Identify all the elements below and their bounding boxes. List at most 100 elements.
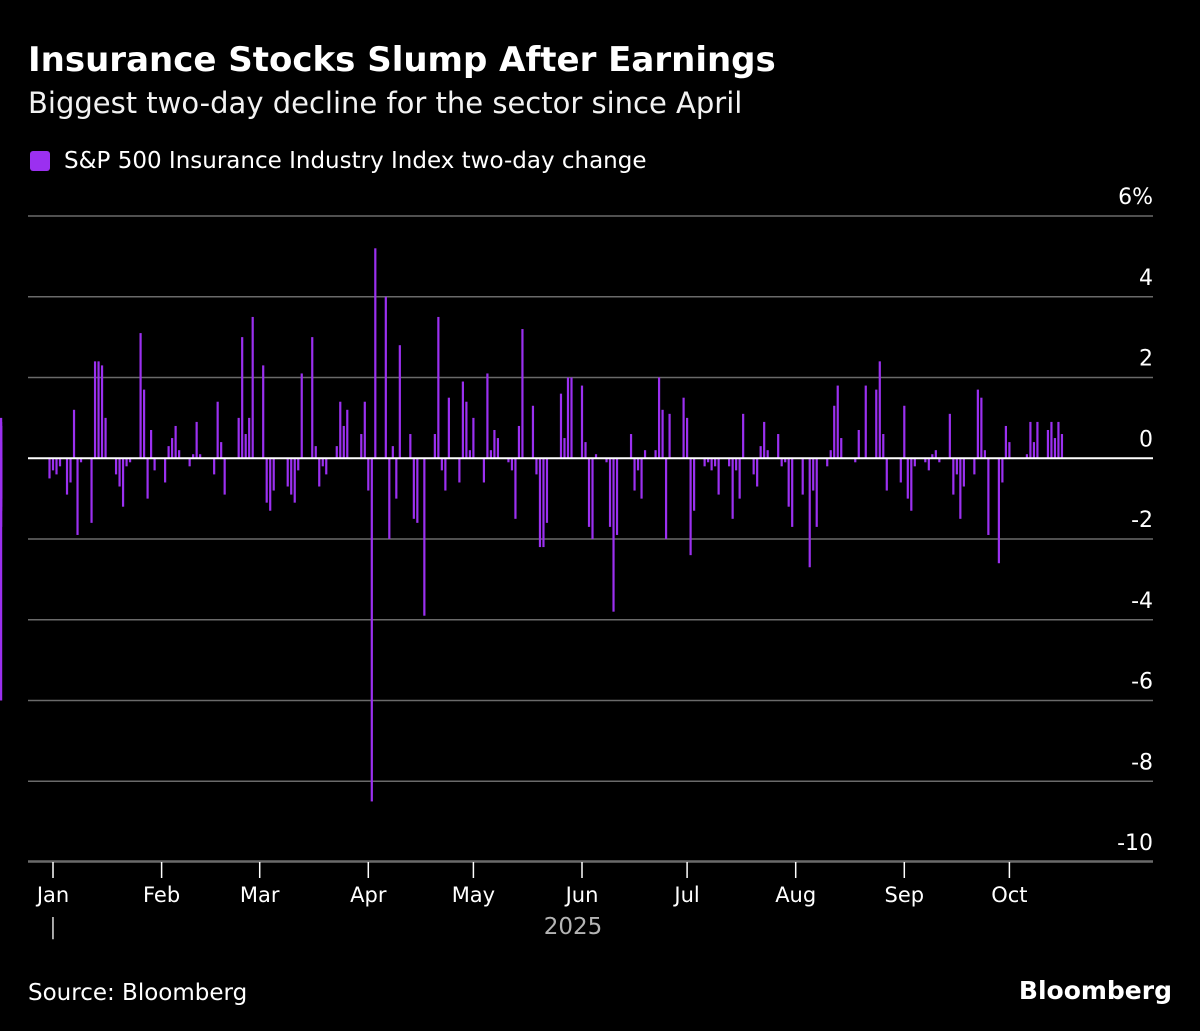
data-bar: [125, 458, 128, 467]
y-tick-label: 0: [1139, 427, 1153, 452]
data-bar: [640, 458, 643, 499]
data-bar: [566, 377, 570, 459]
data-bar: [72, 409, 76, 459]
data-bar: [269, 458, 272, 511]
data-bar: [118, 458, 121, 487]
data-bar: [447, 397, 450, 459]
y-tick-label: -10: [1117, 831, 1153, 856]
data-bar: [931, 454, 934, 459]
data-bar: [899, 458, 902, 483]
data-bar: [591, 458, 594, 539]
data-bar: [952, 458, 955, 495]
data-bar: [531, 405, 535, 459]
data-bar: [826, 458, 829, 467]
data-bar: [482, 458, 486, 483]
data-bar: [605, 458, 608, 463]
data-bar: [1032, 442, 1036, 459]
data-bar: [461, 381, 464, 459]
data-bar: [55, 458, 58, 475]
data-bar: [924, 458, 927, 463]
data-bar: [927, 458, 930, 471]
data-bar: [139, 333, 142, 459]
data-bar: [608, 458, 612, 527]
data-bar: [521, 329, 524, 459]
data-bar: [643, 450, 647, 459]
data-bar: [629, 434, 633, 459]
data-bar: [199, 454, 202, 459]
y-tick-label: -6: [1131, 670, 1153, 695]
data-bar: [335, 446, 338, 459]
data-bar: [510, 458, 514, 471]
data-bar: [633, 458, 636, 491]
data-bar: [959, 458, 962, 519]
data-bar: [808, 458, 811, 568]
chart-subtitle: Biggest two-day decline for the sector s…: [28, 86, 743, 120]
data-bar: [213, 458, 216, 475]
data-bar: [717, 458, 720, 495]
data-bar: [1053, 438, 1057, 459]
data-bar: [563, 438, 566, 459]
data-bar: [784, 458, 787, 463]
data-bar: [167, 446, 170, 459]
data-bar: [146, 458, 149, 499]
y-labels-layer: 6% 4 2 0 -2 -4 -6 -8 -10: [1117, 185, 1153, 856]
y-tick-label: 6%: [1118, 185, 1153, 210]
data-bar: [987, 458, 990, 535]
data-bar: [195, 421, 198, 459]
data-bar: [391, 446, 394, 459]
data-bar: [188, 458, 191, 467]
data-bar: [489, 450, 493, 459]
data-bar: [938, 458, 941, 463]
data-bar: [682, 397, 685, 459]
data-bar: [1029, 421, 1032, 459]
data-bar: [664, 458, 668, 539]
data-bar: [1046, 429, 1050, 459]
data-bar: [241, 337, 244, 459]
data-bar: [360, 434, 363, 459]
data-bar: [584, 442, 587, 459]
data-bar: [97, 361, 100, 459]
data-bar: [689, 458, 692, 556]
data-bar: [325, 458, 328, 475]
data-bar: [367, 458, 370, 491]
data-bar: [738, 458, 741, 499]
data-bar: [668, 413, 671, 459]
legend-label: S&P 500 Insurance Industry Index two-day…: [64, 148, 647, 174]
data-bar: [321, 458, 324, 467]
data-bar: [149, 429, 153, 459]
data-bar: [1025, 454, 1029, 459]
data-bar: [363, 401, 366, 459]
y-tick-label: 4: [1139, 266, 1153, 291]
data-bar: [840, 438, 843, 459]
data-bar: [370, 458, 373, 802]
data-bar: [910, 458, 913, 511]
data-bar: [265, 458, 268, 503]
data-bar: [272, 458, 275, 491]
data-bar: [0, 417, 3, 459]
data-bar: [314, 446, 317, 459]
data-bar: [693, 458, 696, 511]
bloomberg-logo: Bloomberg: [1018, 976, 1172, 1005]
data-bar: [542, 458, 545, 548]
data-bar: [192, 454, 195, 459]
data-bar: [100, 365, 104, 459]
x-tick-label: Feb: [143, 883, 180, 907]
data-bar: [882, 434, 885, 459]
data-bar: [220, 442, 223, 459]
data-bar: [812, 458, 815, 491]
data-bar: [128, 458, 132, 463]
data-bar: [545, 458, 549, 523]
data-bar: [114, 458, 118, 475]
data-bar: [829, 450, 832, 459]
data-bar: [903, 405, 906, 459]
data-bar: [153, 458, 156, 471]
data-bar: [465, 401, 468, 459]
data-bar: [171, 438, 174, 459]
data-bar: [507, 458, 510, 463]
data-bar: [1060, 434, 1064, 459]
data-bar: [346, 409, 349, 459]
data-bar: [857, 429, 860, 459]
data-bar: [65, 458, 69, 495]
data-bar: [342, 425, 345, 459]
data-bar: [710, 458, 713, 471]
